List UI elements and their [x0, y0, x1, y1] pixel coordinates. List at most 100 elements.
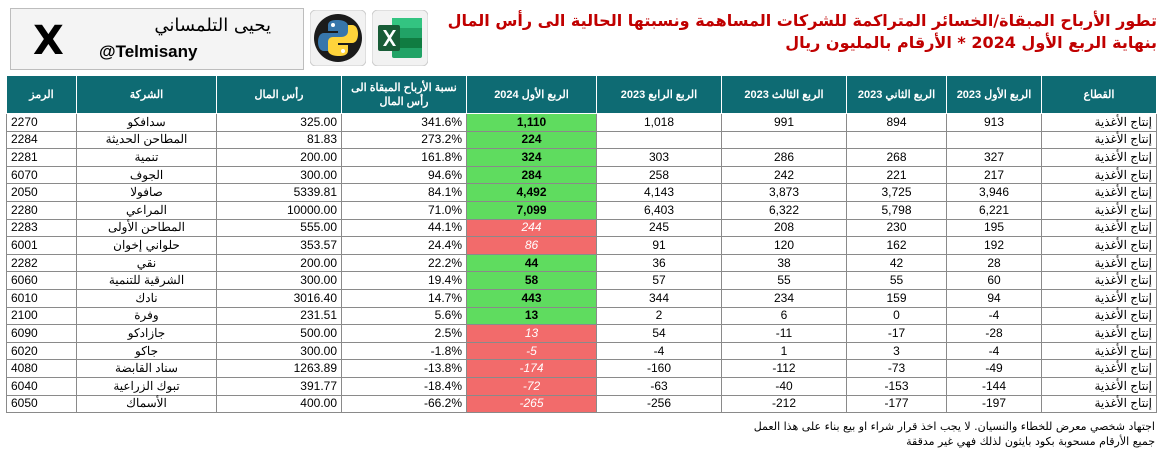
cell-q1-2024: 224	[466, 130, 597, 150]
disclaimer: اجتهاد شخصي معرض للخطاء والنسيان. لا يجب…	[754, 419, 1155, 449]
cell-q4-2023	[596, 130, 722, 150]
cell-company: نادك	[76, 288, 217, 308]
cell-symbol: 2283	[6, 218, 77, 238]
cell-capital: 300.00	[216, 271, 342, 290]
cell-q1-2023: -4	[946, 306, 1042, 326]
excel-logo-icon	[372, 10, 428, 66]
cell-q3-2023: 3,873	[721, 183, 847, 202]
cell-ratio: 5.6%	[341, 306, 467, 326]
cell-company: الشرقية للتنمية	[76, 271, 217, 290]
cell-q1-2024: 244	[466, 218, 597, 238]
cell-q2-2023: 221	[846, 165, 947, 185]
col-header-capital: رأس المال	[216, 75, 342, 114]
table-row: 2270 سدافكو 325.00 341.6% 1,110 1,018 991 894 91…	[6, 113, 1157, 132]
col-header-sector: القطاع	[1041, 75, 1157, 114]
table-row: 6050 الأسماك 400.00 -66.2% -265 -256 -212 -177-…	[6, 394, 1157, 414]
cell-q3-2023: 242	[721, 165, 847, 185]
cell-q1-2023: 195	[946, 218, 1042, 238]
cell-company: صافولا	[76, 183, 217, 202]
python-logo-icon	[310, 10, 366, 66]
cell-capital: 1263.89	[216, 359, 342, 378]
col-header-q2-2023: الربع الثاني 2023	[846, 75, 947, 114]
table-row: 6060 الشرقية للتنمية 300.00 19.4% 58 57 55 55 60…	[6, 271, 1157, 290]
cell-capital: 391.77	[216, 376, 342, 396]
disclaimer-line-2: جميع الأرقام مسحوبة بكود بايثون لذلك فهي…	[906, 435, 1155, 448]
cell-company: جازادكو	[76, 324, 217, 343]
cell-q2-2023: 3	[846, 341, 947, 361]
cell-sector: إنتاج الأغذية	[1041, 359, 1157, 378]
cell-q2-2023: 162	[846, 236, 947, 255]
cell-capital: 81.83	[216, 130, 342, 150]
table-row: 6001 حلواني إخوان 353.57 24.4% 86 91 120 162 192…	[6, 236, 1157, 255]
cell-sector: إنتاج الأغذية	[1041, 341, 1157, 361]
cell-ratio: -18.4%	[341, 376, 467, 396]
cell-sector: إنتاج الأغذية	[1041, 394, 1157, 414]
cell-q3-2023	[721, 130, 847, 150]
cell-symbol: 2100	[6, 306, 77, 326]
cell-q4-2023: 303	[596, 148, 722, 167]
cell-company: سناد القابضة	[76, 359, 217, 378]
cell-ratio: 24.4%	[341, 236, 467, 255]
cell-q1-2023: 28	[946, 253, 1042, 273]
cell-company: وفرة	[76, 306, 217, 326]
col-header-q3-2023: الربع الثالث 2023	[721, 75, 847, 114]
cell-q4-2023: 245	[596, 218, 722, 238]
cell-q4-2023: -160	[596, 359, 722, 378]
cell-sector: إنتاج الأغذية	[1041, 324, 1157, 343]
cell-symbol: 6090	[6, 324, 77, 343]
cell-symbol: 6010	[6, 288, 77, 308]
cell-ratio: 22.2%	[341, 253, 467, 273]
cell-ratio: 19.4%	[341, 271, 467, 290]
table-row: 6070 الجوف 300.00 94.6% 284 258 242 221 217 إنتاج…	[6, 165, 1157, 185]
cell-q1-2023: -4	[946, 341, 1042, 361]
cell-sector: إنتاج الأغذية	[1041, 253, 1157, 273]
title-line-2: بنهاية الربع الأول 2024 * الأرقام بالملي…	[785, 33, 1157, 52]
title-line-1: تطور الأرباح المبقاة/الخسائر المتراكمة ل…	[447, 11, 1157, 30]
cell-symbol: 6020	[6, 341, 77, 361]
cell-symbol: 2050	[6, 183, 77, 202]
cell-q4-2023: 36	[596, 253, 722, 273]
cell-symbol: 6001	[6, 236, 77, 255]
cell-company: تبوك الزراعية	[76, 376, 217, 396]
cell-q1-2024: 44	[466, 253, 597, 273]
cell-q2-2023: 230	[846, 218, 947, 238]
cell-company: جاكو	[76, 341, 217, 361]
cell-company: تنمية	[76, 148, 217, 167]
table-row: 2280 المراعي 10000.00 71.0% 7,099 6,403 6,322 5…	[6, 200, 1157, 220]
cell-capital: 400.00	[216, 394, 342, 414]
brand-name: يحيى التلمساني	[154, 15, 271, 36]
table-row: 6090 جازادكو 500.00 2.5% 13 54 -11 -17 -28 إنتاج …	[6, 324, 1157, 343]
cell-ratio: -13.8%	[341, 359, 467, 378]
cell-capital: 500.00	[216, 324, 342, 343]
cell-q1-2023: -197	[946, 394, 1042, 414]
cell-q3-2023: -212	[721, 394, 847, 414]
cell-q1-2023: -28	[946, 324, 1042, 343]
table-row: 2100 وفرة 231.51 5.6% 13 2 6 0 -4 إنتاج الأغذية	[6, 306, 1157, 326]
cell-capital: 325.00	[216, 113, 342, 132]
cell-ratio: -1.8%	[341, 341, 467, 361]
cell-q3-2023: 991	[721, 113, 847, 132]
cell-q4-2023: 57	[596, 271, 722, 290]
table-header-row: الرمز الشركة رأس المال نسبة الأرباح المب…	[6, 75, 1157, 114]
cell-q2-2023: -153	[846, 376, 947, 396]
table-row: 6010 نادك 3016.40 14.7% 443 344 234 159 94 إنتاج …	[6, 288, 1157, 308]
cell-q1-2023: 60	[946, 271, 1042, 290]
retained-earnings-table: الرمز الشركة رأس المال نسبة الأرباح المب…	[6, 75, 1157, 414]
cell-sector: إنتاج الأغذية	[1041, 113, 1157, 132]
col-header-q1-2023: الربع الأول 2023	[946, 75, 1042, 114]
cell-company: المطاحن الحديثة	[76, 130, 217, 150]
cell-q1-2023: -144	[946, 376, 1042, 396]
cell-capital: 200.00	[216, 148, 342, 167]
brand-handle: @Telmisany	[99, 42, 198, 61]
col-header-ratio: نسبة الأرباح المبقاة الى رأس المال	[341, 75, 467, 114]
cell-q4-2023: 6,403	[596, 200, 722, 220]
cell-q3-2023: 120	[721, 236, 847, 255]
cell-ratio: 44.1%	[341, 218, 467, 238]
cell-capital: 3016.40	[216, 288, 342, 308]
cell-ratio: 94.6%	[341, 165, 467, 185]
cell-sector: إنتاج الأغذية	[1041, 376, 1157, 396]
cell-company: سدافكو	[76, 113, 217, 132]
cell-q4-2023: 4,143	[596, 183, 722, 202]
cell-q3-2023: 234	[721, 288, 847, 308]
cell-q2-2023: -73	[846, 359, 947, 378]
